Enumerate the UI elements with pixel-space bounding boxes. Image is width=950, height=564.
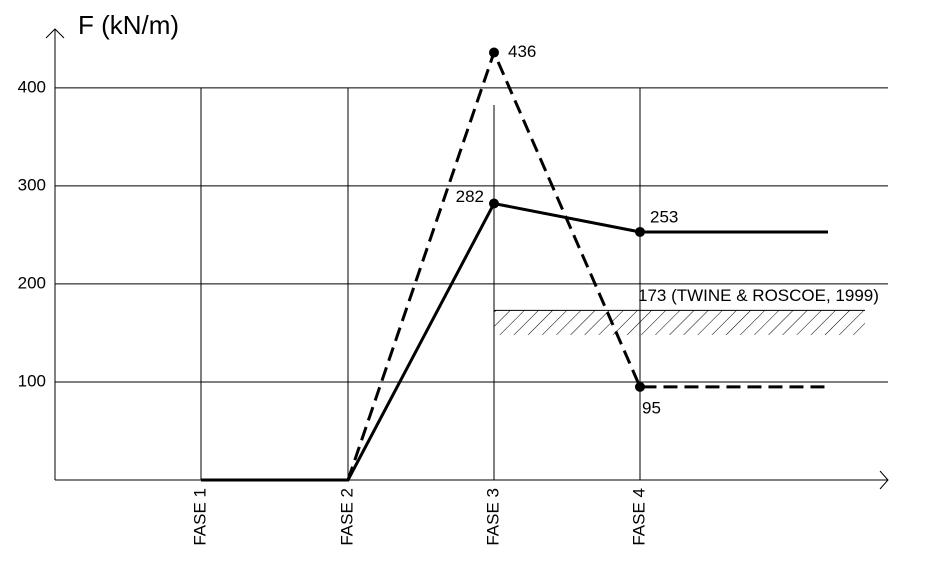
series-line <box>201 48 828 482</box>
data-label: 95 <box>642 398 661 417</box>
series-line <box>201 201 828 482</box>
y-tick-label: 300 <box>18 175 46 194</box>
y-axis-arrow <box>45 28 65 39</box>
x-tick-label: FASE 2 <box>337 488 356 546</box>
x-tick-label: FASE 4 <box>629 488 648 546</box>
point-marker <box>635 381 645 392</box>
point-marker <box>489 198 499 209</box>
y-tick-label: 400 <box>18 77 46 96</box>
reference-band <box>494 310 865 335</box>
data-label: 436 <box>508 42 536 61</box>
y-tick-label: 100 <box>18 371 46 390</box>
x-axis-arrow <box>879 470 889 490</box>
x-tick-label: FASE 1 <box>190 488 209 546</box>
x-tick-label: FASE 3 <box>483 488 502 546</box>
point-marker <box>635 226 645 237</box>
y-axis-label: F (kN/m) <box>78 10 179 40</box>
data-label: 282 <box>456 187 484 206</box>
point-marker <box>489 47 499 58</box>
y-tick-label: 200 <box>18 273 46 292</box>
data-label: 253 <box>650 207 678 226</box>
reference-label: 173 (TWINE & ROSCOE, 1999) <box>638 286 879 305</box>
